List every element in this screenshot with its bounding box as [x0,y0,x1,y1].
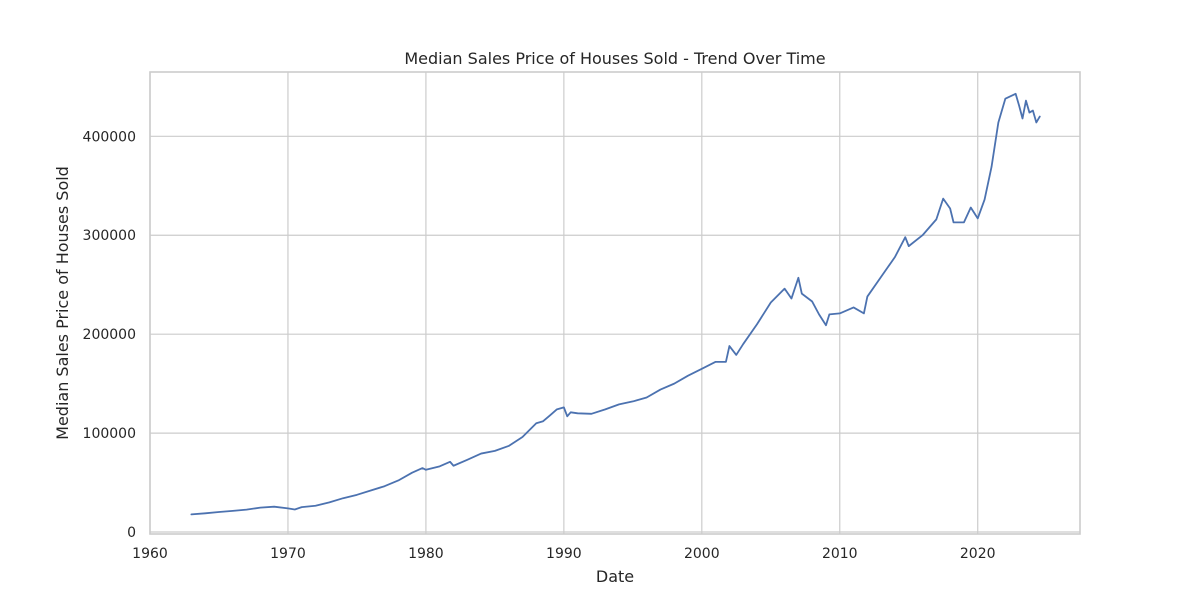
y-tick-label: 300000 [83,228,136,244]
y-axis-label: Median Sales Price of Houses Sold [53,166,72,440]
series-layer [190,92,1041,516]
x-tick-label: 2010 [822,546,858,562]
grid-layer [149,72,1080,534]
x-axis-label: Date [596,567,634,586]
x-tick-label: 1960 [132,546,168,562]
x-axis-ticks: 1960 1970 1980 1990 2000 2010 2020 [132,546,995,562]
plot-frame [149,71,1081,535]
y-axis-ticks: 0 100000 200000 300000 400000 [83,129,136,541]
x-tick-label: 2000 [684,546,720,562]
x-tick-label: 1970 [270,546,306,562]
y-tick-label: 0 [127,525,136,541]
x-tick-label: 1980 [408,546,444,562]
series-line [190,92,1041,516]
chart-title: Median Sales Price of Houses Sold - Tren… [404,49,825,68]
y-tick-label: 100000 [83,426,136,442]
x-tick-label: 1990 [546,546,582,562]
y-tick-label: 200000 [83,327,136,343]
x-tick-label: 2020 [960,546,996,562]
y-tick-label: 400000 [83,129,136,145]
